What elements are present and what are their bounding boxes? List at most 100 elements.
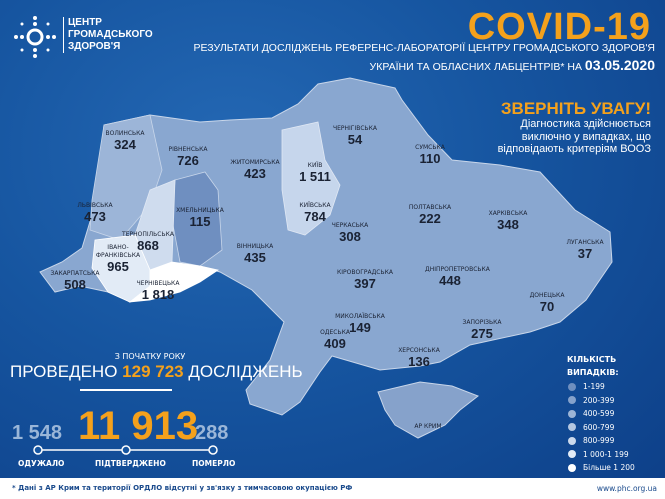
region-name: ДОНЕЦЬКА <box>529 292 565 299</box>
chernivtsi-shape <box>128 261 220 303</box>
stats-timeline <box>33 445 218 455</box>
region-name: ВОЛИНСЬКА <box>105 130 145 137</box>
legend-swatch-icon <box>568 423 576 431</box>
report-date: 03.05.2020 <box>584 57 655 73</box>
legend-label: 200-399 <box>583 395 615 405</box>
region-cases: 409 <box>324 336 346 351</box>
legend-swatch-icon <box>568 463 576 472</box>
subtitle-line2: УКРАЇНИ ТА ОБЛАСНИХ ЛАБЦЕНТРІВ* НА <box>369 61 582 73</box>
crimea-shape <box>377 381 480 439</box>
region-cases: 726 <box>177 153 199 168</box>
region-name: ХМЕЛЬНИЦЬКА <box>176 207 224 214</box>
region-label: ЧЕРНІГІВСЬКА 54 <box>333 125 377 147</box>
deaths-label: ПОМЕРЛО <box>192 459 236 468</box>
region-cases: 348 <box>497 217 519 232</box>
legend-item: 400-599 <box>568 409 614 418</box>
logo-line: ЗДОРОВ'Я <box>68 41 121 52</box>
legend-label: 1-199 <box>583 382 605 391</box>
region-label: РІВНЕНСЬКА 726 <box>169 146 208 168</box>
tests-summary: ПРОВЕДЕНО 129 723 ДОСЛІДЖЕНЬ <box>10 362 303 382</box>
region-label: АР КРИМ <box>414 423 441 431</box>
region-cases: 37 <box>577 246 593 261</box>
legend-label: 400-599 <box>583 409 615 418</box>
region-name: ЧЕРНІГІВСЬКА <box>332 125 378 132</box>
region-label: ПОЛТАВСЬКА 222 <box>409 204 451 226</box>
region-name: КИЇВСЬКА <box>299 202 331 209</box>
divider <box>80 389 172 391</box>
warning-title: ЗВЕРНІТЬ УВАГУ! <box>500 99 651 118</box>
phc-logo-icon <box>14 16 56 58</box>
region-cases: 275 <box>471 326 493 341</box>
region-cases: 508 <box>64 277 86 292</box>
region-name: ЛУГАНСЬКА <box>566 239 604 246</box>
region-label: ЧЕРНІВЕЦЬКА 1 818 <box>137 280 180 302</box>
legend-item: 200-399 <box>568 396 614 405</box>
legend-swatch-icon <box>568 450 576 458</box>
region-cases: 784 <box>304 209 326 224</box>
region-label: ДНІПРОПЕТРОВСЬКА 448 <box>425 266 490 288</box>
legend-swatch-icon <box>568 396 576 404</box>
region-name: ЗАПОРІЗЬКА <box>462 319 502 326</box>
region-name: ЖИТОМИРСЬКА <box>230 159 280 166</box>
legend-label: Більше 1 200 <box>583 463 635 472</box>
legend-item: Більше 1 200 <box>568 463 635 472</box>
region-name: РІВНЕНСЬКА <box>168 146 208 153</box>
legend-swatch-icon <box>568 409 576 418</box>
region-label: ЛЬВІВСЬКА 473 <box>77 202 112 224</box>
region-label: ЧЕРКАСЬКА 308 <box>332 222 369 244</box>
region-cases: 473 <box>84 209 106 224</box>
region-label: КІРОВОГРАДСЬКА 397 <box>337 269 393 291</box>
region-label: ОДЕСЬКА 409 <box>320 329 350 351</box>
region-cases: 397 <box>354 276 376 291</box>
region-name: ОДЕСЬКА <box>320 329 350 336</box>
region-name: КИЇВ <box>307 162 323 169</box>
website-link[interactable]: www.phc.org.ua <box>596 484 657 493</box>
legend-item: 1-199 <box>568 382 605 391</box>
legend-item: 800-999 <box>568 436 614 445</box>
region-cases: 868 <box>137 238 159 253</box>
since-year-label: З ПОЧАТКУ РОКУ <box>114 352 186 361</box>
logo-divider <box>63 17 64 53</box>
region-name: ЗАКАРПАТСЬКА <box>50 270 100 277</box>
tests-prefix: ПРОВЕДЕНО <box>10 362 118 381</box>
region-cases: 54 <box>347 132 363 147</box>
region-name: МИКОЛАЇВСЬКА <box>335 313 385 320</box>
legend-swatch-icon <box>568 436 576 445</box>
ukraine-outline <box>39 77 613 416</box>
region-label: КИЇВСЬКА 784 <box>299 202 330 224</box>
page-title: COVID-19 <box>467 6 651 48</box>
legend-swatch-icon <box>568 382 576 391</box>
region-cases: 1 511 <box>299 169 331 184</box>
region-name: ХАРКІВСЬКА <box>488 210 528 217</box>
region-name: ХЕРСОНСЬКА <box>398 347 440 354</box>
region-name: ЧЕРНІВЕЦЬКА <box>136 280 180 287</box>
subtitle-date-line: УКРАЇНИ ТА ОБЛАСНИХ ЛАБЦЕНТРІВ* НА 03.05… <box>370 57 655 73</box>
region-name: ПОЛТАВСЬКА <box>408 204 452 211</box>
logo-line: ЦЕНТР <box>68 17 102 28</box>
deaths-count: 288 <box>195 422 229 444</box>
subtitle: РЕЗУЛЬТАТИ ДОСЛІДЖЕНЬ РЕФЕРЕНС-ЛАБОРАТОР… <box>193 42 655 54</box>
legend-title-line: ВИПАДКІВ: <box>567 368 619 377</box>
region-cases: 448 <box>439 273 461 288</box>
region-label: ХМЕЛЬНИЦЬКА 115 <box>176 207 224 229</box>
region-label: ХЕРСОНСЬКА 136 <box>398 347 440 369</box>
recovered-count: 1 548 <box>12 422 63 444</box>
region-name: ЛЬВІВСЬКА <box>77 202 113 209</box>
region-label: МИКОЛАЇВСЬКА 149 <box>335 313 385 335</box>
recovered-label: ОДУЖАЛО <box>18 459 65 468</box>
region-cases: 149 <box>349 320 371 335</box>
warning-text: Діагностика здійснюється виключно у випа… <box>497 118 651 155</box>
region-cases: 136 <box>408 354 430 369</box>
region-label: ВОЛИНСЬКА 324 <box>105 130 144 152</box>
region-label: ДОНЕЦЬКА 70 <box>530 292 565 314</box>
logo-line: ГРОМАДСЬКОГО <box>68 29 153 40</box>
tests-suffix: ДОСЛІДЖЕНЬ <box>188 362 303 381</box>
region-cases: 324 <box>114 137 136 152</box>
region-cases: 222 <box>419 211 441 226</box>
footer <box>0 478 665 499</box>
region-cases: 115 <box>189 214 211 229</box>
region-cases: 965 <box>107 259 129 274</box>
region-label: ЛУГАНСЬКА 37 <box>566 239 603 261</box>
